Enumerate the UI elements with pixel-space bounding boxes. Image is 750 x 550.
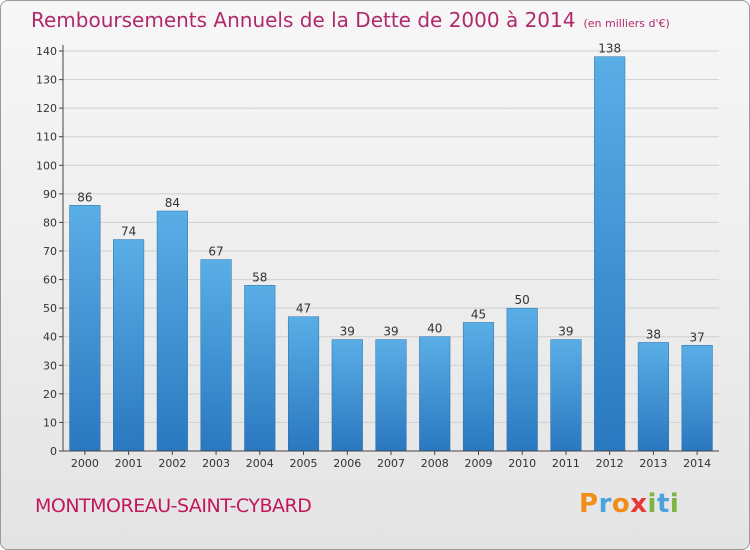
logo-letter: o [611, 489, 631, 519]
bar-2006 [331, 339, 363, 452]
y-tick-label: 20 [43, 388, 57, 401]
bar-2005 [287, 316, 320, 452]
y-tick-label: 40 [43, 331, 57, 344]
proxiti-logo: Proxiti [579, 489, 679, 519]
data-label: 138 [598, 42, 621, 56]
commune-name: MONTMOREAU-SAINT-CYBARD [35, 495, 312, 517]
logo-letter: i [669, 489, 680, 519]
logo-letter: r [598, 489, 612, 519]
y-tick-label: 130 [36, 74, 57, 87]
y-tick-label: 0 [50, 445, 57, 458]
bar-2001 [113, 239, 145, 452]
chart-title-text: Remboursements Annuels de la Dette de 20… [31, 8, 576, 32]
bars [69, 56, 713, 452]
y-tick-label: 120 [36, 102, 57, 115]
y-tick-label: 140 [36, 45, 57, 58]
chart-unit: (en milliers d'€) [583, 17, 670, 30]
x-tick-label: 2002 [158, 457, 186, 470]
x-tick-label: 2000 [71, 457, 99, 470]
y-tick-label: 50 [43, 302, 57, 315]
y-tick-label: 60 [43, 274, 57, 287]
y-tick-label: 80 [43, 216, 57, 229]
data-label: 86 [77, 190, 92, 204]
data-label: 40 [427, 322, 442, 336]
logo-letter: t [656, 489, 670, 519]
data-label: 47 [296, 302, 311, 316]
bar-2004 [244, 285, 276, 452]
x-tick-label: 2011 [552, 457, 580, 470]
bar-2003 [200, 259, 232, 452]
logo-letter: x [630, 489, 648, 519]
data-label: 39 [340, 325, 355, 339]
y-tick-label: 110 [36, 131, 57, 144]
data-label: 50 [515, 293, 530, 307]
bar-2002 [156, 210, 188, 452]
logo-letter: P [579, 489, 599, 519]
x-tick-label: 2007 [377, 457, 405, 470]
x-tick-label: 2008 [421, 457, 449, 470]
bar-2012 [594, 56, 626, 452]
x-tick-label: 2001 [115, 457, 143, 470]
data-label: 84 [165, 196, 180, 210]
bar-2000 [69, 205, 101, 452]
axes: 0 10 20 30 40 50 60 70 80 90 100 110 120 130 140 2000 20… [36, 45, 719, 470]
data-label: 45 [471, 307, 486, 321]
x-tick-label: 2005 [290, 457, 318, 470]
data-label: 39 [383, 325, 398, 339]
data-label: 58 [252, 270, 267, 284]
x-tick-label: 2004 [246, 457, 274, 470]
data-labels: 86 74 84 67 58 47 39 39 40 45 50 39 138 38 37 [77, 42, 705, 345]
bar-2008 [419, 336, 451, 452]
data-label: 38 [646, 327, 661, 341]
data-label: 67 [208, 245, 223, 259]
data-label: 39 [558, 325, 573, 339]
y-tick-label: 90 [43, 188, 57, 201]
bar-2013 [637, 342, 669, 452]
bar-2014 [681, 345, 713, 452]
bar-2010 [506, 307, 538, 452]
y-tick-label: 100 [36, 159, 57, 172]
chart-title: Remboursements Annuels de la Dette de 20… [31, 8, 670, 32]
x-tick-label: 2014 [683, 457, 711, 470]
x-tick-label: 2012 [596, 457, 624, 470]
bar-2007 [375, 339, 407, 452]
x-tick-label: 2003 [202, 457, 230, 470]
bar-2009 [462, 322, 495, 452]
logo-letter: i [647, 489, 657, 519]
y-tick-label: 70 [43, 245, 57, 258]
x-tick-label: 2006 [333, 457, 361, 470]
data-label: 37 [689, 330, 704, 344]
x-tick-label: 2009 [464, 457, 492, 470]
y-tick-label: 30 [43, 359, 57, 372]
y-tick-label: 10 [43, 416, 57, 429]
x-tick-label: 2010 [508, 457, 536, 470]
x-tick-label: 2013 [639, 457, 667, 470]
bar-2011 [550, 339, 582, 452]
data-label: 74 [121, 225, 136, 239]
